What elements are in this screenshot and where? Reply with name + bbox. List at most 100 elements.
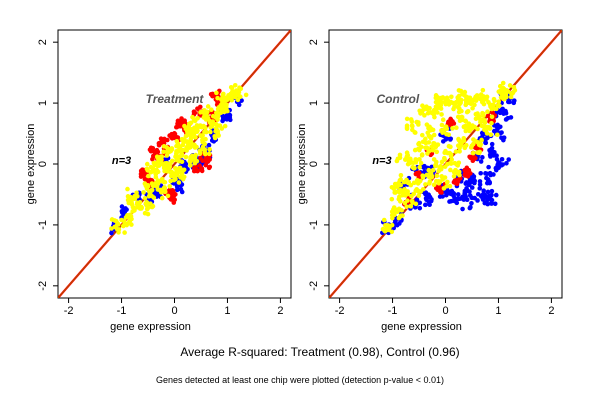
data-point xyxy=(489,106,495,112)
data-point xyxy=(158,136,164,141)
data-point xyxy=(119,204,125,209)
x-tick-label: 2 xyxy=(548,305,554,317)
data-point xyxy=(215,99,220,105)
data-point xyxy=(457,149,462,154)
x-tick-label: -2 xyxy=(64,305,74,317)
data-point xyxy=(485,113,491,119)
data-point xyxy=(470,179,475,185)
data-point xyxy=(478,170,483,176)
data-point xyxy=(232,82,238,88)
data-point xyxy=(207,147,212,152)
data-point xyxy=(468,154,474,160)
data-point xyxy=(174,124,180,130)
x-tick-label: -1 xyxy=(388,305,398,317)
data-point xyxy=(188,156,193,162)
data-point xyxy=(215,130,221,136)
data-point xyxy=(415,188,421,194)
data-point xyxy=(480,87,486,93)
r-squared-caption: Average R-squared: Treatment (0.98), Con… xyxy=(180,345,459,359)
data-point xyxy=(410,200,415,205)
data-point xyxy=(404,116,410,122)
data-point xyxy=(417,200,423,206)
data-point xyxy=(456,136,461,142)
data-point xyxy=(199,168,205,174)
data-point xyxy=(410,123,415,129)
data-point xyxy=(423,202,428,208)
data-point xyxy=(496,99,502,104)
data-point xyxy=(444,95,450,101)
data-point xyxy=(461,138,467,144)
data-point xyxy=(448,144,453,150)
data-point xyxy=(215,123,220,128)
data-point xyxy=(463,102,469,108)
data-point xyxy=(433,178,439,184)
data-point xyxy=(466,167,472,173)
data-point xyxy=(122,230,127,235)
data-point xyxy=(464,109,470,115)
data-point xyxy=(429,144,434,149)
data-point xyxy=(177,165,182,171)
data-point xyxy=(416,193,422,199)
data-point xyxy=(500,106,505,112)
data-point xyxy=(157,159,163,165)
data-point xyxy=(417,157,422,162)
data-point xyxy=(405,191,411,197)
data-point xyxy=(130,209,135,214)
data-point xyxy=(425,110,431,116)
data-point xyxy=(458,100,463,106)
data-point xyxy=(426,140,432,145)
data-point xyxy=(467,205,473,211)
data-point xyxy=(426,167,432,173)
data-point xyxy=(437,194,443,199)
data-point xyxy=(200,109,205,115)
x-tick-label: 2 xyxy=(277,305,283,317)
data-point xyxy=(462,191,468,197)
data-point xyxy=(203,129,209,135)
data-point xyxy=(439,128,444,133)
data-point xyxy=(433,162,438,168)
data-point xyxy=(448,136,454,142)
data-point xyxy=(395,156,401,162)
data-point xyxy=(439,122,445,128)
data-point xyxy=(177,146,182,151)
data-point xyxy=(480,98,486,103)
data-point xyxy=(481,113,486,119)
data-point xyxy=(452,104,457,109)
data-point xyxy=(179,173,184,178)
data-point xyxy=(381,217,387,223)
data-point xyxy=(158,187,163,193)
data-point xyxy=(413,205,418,210)
data-point xyxy=(192,110,198,116)
data-point xyxy=(419,153,425,158)
data-point xyxy=(195,106,200,111)
data-point xyxy=(212,133,217,139)
data-point xyxy=(499,156,505,162)
data-point xyxy=(491,149,496,155)
data-point xyxy=(199,124,204,130)
data-point xyxy=(397,189,402,195)
x-tick-label: -2 xyxy=(335,305,345,317)
data-point xyxy=(397,178,403,183)
data-point xyxy=(145,183,151,189)
data-point xyxy=(464,97,470,103)
data-point xyxy=(488,196,493,202)
data-point xyxy=(416,122,421,127)
y-tick-label: 1 xyxy=(308,100,320,106)
data-point xyxy=(185,144,190,149)
data-point xyxy=(439,112,444,117)
data-point xyxy=(437,185,443,191)
data-point xyxy=(141,190,146,195)
data-point xyxy=(152,149,157,155)
data-point xyxy=(445,150,451,156)
data-point xyxy=(458,88,464,94)
data-point xyxy=(486,124,492,130)
data-point xyxy=(483,194,489,199)
data-point xyxy=(127,218,133,224)
data-point xyxy=(185,140,190,145)
data-point xyxy=(115,222,121,227)
data-point xyxy=(467,193,473,198)
data-point xyxy=(202,112,207,118)
data-point xyxy=(510,91,515,96)
data-point xyxy=(192,134,198,140)
identity-line-inner xyxy=(58,30,291,298)
